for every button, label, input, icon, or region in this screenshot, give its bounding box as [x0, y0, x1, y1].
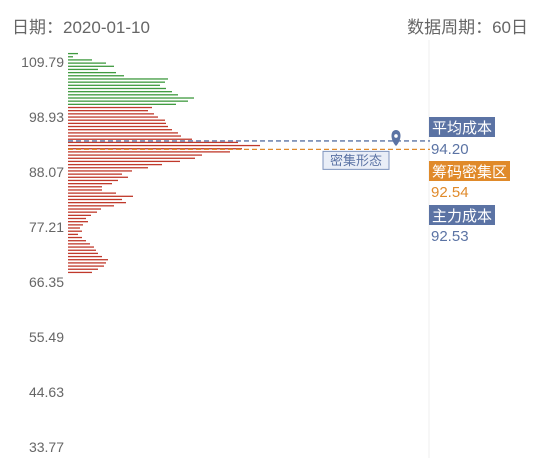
avg-cost-tag: [429, 117, 495, 137]
dense-shape-label: 密集形态: [330, 153, 382, 168]
main-cost-tag-text: 主力成本: [432, 208, 492, 225]
chip-bar: [68, 192, 116, 194]
chip-bar: [68, 75, 124, 77]
chip-bar: [68, 265, 104, 267]
y-tick-label: 88.07: [29, 164, 64, 180]
chip-bar: [68, 52, 78, 55]
dense-shape-tag[interactable]: 密集形态: [322, 150, 390, 170]
main-cost-value: 92.53: [431, 228, 469, 245]
chip-bar: [68, 56, 73, 58]
y-tick-label: 66.35: [29, 274, 64, 290]
y-tick-label: 33.77: [29, 439, 64, 455]
chip-bar: [68, 125, 168, 128]
chip-bar: [68, 65, 114, 67]
chip-bar: [68, 176, 128, 178]
y-tick-label: 55.49: [29, 329, 64, 345]
chip-bar: [68, 217, 86, 220]
chip-bar: [68, 236, 82, 239]
avg-cost-legend: 平均成本 94.20: [429, 117, 495, 158]
chip-bar: [68, 157, 195, 159]
chip-bar: [68, 163, 162, 166]
chip-bar: [68, 227, 80, 229]
chip-bar: [68, 201, 126, 204]
date-label: 日期：2020-01-10: [12, 18, 150, 37]
location-pin-icon: [391, 129, 401, 146]
chip-zone-value: 92.54: [431, 184, 469, 201]
chip-bar: [68, 119, 165, 121]
chip-bar: [68, 154, 202, 156]
chip-bar: [68, 91, 172, 93]
chip-bar: [68, 224, 83, 226]
y-axis-ticks: 109.79 98.93 88.07 77.21 66.35 55.49 44.63 33.7…: [21, 54, 64, 455]
chip-bar: [68, 129, 172, 131]
y-tick-label: 109.79: [21, 54, 64, 70]
chip-bar: [68, 62, 106, 64]
chip-bars: [68, 52, 260, 274]
chip-bar: [68, 262, 106, 264]
chip-bar: [68, 148, 242, 150]
chip-zone-legend: 筹码密集区 92.54: [429, 161, 510, 201]
chip-bar: [68, 135, 181, 137]
chip-bar: [68, 78, 168, 80]
avg-cost-tag-text: 平均成本: [432, 120, 492, 137]
chip-bar: [68, 160, 180, 163]
chip-bar: [68, 144, 260, 147]
data-period-label[interactable]: 数据周期：60日: [407, 18, 528, 37]
chip-bar: [68, 173, 122, 175]
chip-bar: [68, 255, 102, 258]
chip-zone-tag: [429, 161, 510, 181]
chip-bar: [68, 71, 116, 74]
chip-zone-tag-text: 筹码密集区: [432, 164, 507, 181]
chip-bar: [68, 214, 91, 216]
chip-bar: [68, 271, 92, 274]
chip-bar: [68, 186, 102, 188]
chip-bar: [68, 59, 92, 61]
chip-bar: [68, 113, 154, 115]
chip-bar: [68, 81, 165, 83]
chip-bar: [68, 100, 188, 102]
avg-cost-value: 94.20: [431, 141, 469, 158]
chip-bar: [68, 110, 148, 112]
chip-bar: [68, 94, 178, 96]
chip-bar: [68, 195, 133, 197]
y-tick-label: 98.93: [29, 109, 64, 125]
chip-bar: [68, 116, 158, 118]
chip-bar: [68, 167, 148, 169]
chip-bar: [68, 249, 96, 251]
chip-bar: [68, 252, 98, 255]
y-tick-label: 77.21: [29, 219, 64, 235]
chip-bar: [68, 221, 88, 223]
chip-bar: [68, 198, 122, 201]
chip-bar: [68, 230, 82, 232]
chip-bar: [68, 268, 98, 270]
chip-bar: [68, 106, 152, 109]
chip-bar: [68, 211, 97, 213]
chip-bar: [68, 170, 132, 172]
main-cost-tag: [429, 205, 495, 225]
chip-bar: [68, 138, 192, 140]
chip-bar: [68, 87, 166, 90]
chip-bar: [68, 103, 176, 105]
chip-bar: [68, 132, 178, 134]
chip-bar: [68, 141, 238, 144]
chip-bar: [68, 151, 230, 153]
chip-bar: [68, 233, 78, 236]
chip-bar: [68, 189, 102, 191]
chip-bar: [68, 208, 101, 210]
chip-bar: [68, 243, 90, 245]
chip-bar: [68, 84, 160, 86]
main-cost-legend: 主力成本 92.53: [429, 205, 495, 245]
chip-bar: [68, 97, 194, 99]
chip-bar: [68, 205, 114, 207]
chip-bar: [68, 259, 108, 261]
chip-bar: [68, 122, 166, 125]
chip-bar: [68, 179, 118, 182]
chip-bar: [68, 246, 94, 248]
chip-bar: [68, 68, 98, 71]
chip-bar: [68, 240, 86, 242]
chip-bar: [68, 183, 112, 185]
y-tick-label: 44.63: [29, 384, 64, 400]
